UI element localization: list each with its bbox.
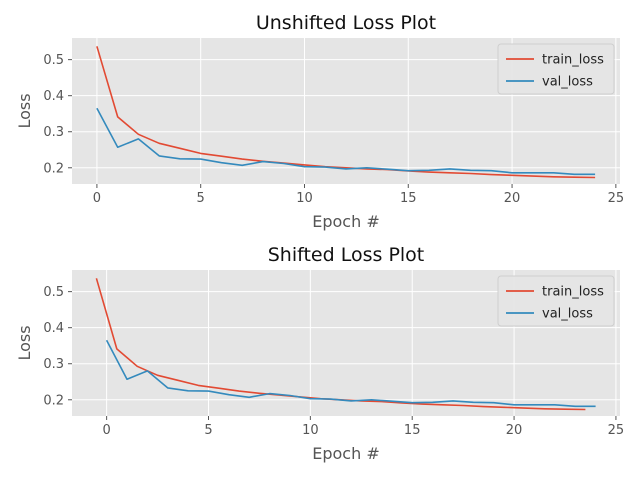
x-axis-label: Epoch # [312, 444, 379, 463]
x-tick-label: 20 [506, 423, 523, 438]
chart-title: Shifted Loss Plot [268, 244, 425, 266]
y-tick-label: 0.4 [43, 321, 64, 336]
y-tick-label: 0.4 [43, 89, 64, 104]
series-line-val-loss [96, 107, 596, 176]
legend-label-val-loss: val_loss [542, 307, 593, 322]
x-tick-label: 5 [197, 191, 205, 206]
y-tick-label: 0.3 [43, 125, 64, 140]
x-tick-label: 5 [204, 423, 212, 438]
y-axis-label: Loss [15, 325, 34, 360]
x-tick-label: 10 [296, 191, 313, 206]
x-tick-label: 0 [102, 423, 110, 438]
x-tick-label: 25 [608, 423, 625, 438]
legend: train_loss val_loss [497, 43, 615, 95]
y-tick-label: 0.3 [43, 357, 64, 372]
x-tick-label: 0 [93, 191, 101, 206]
x-tick-label: 15 [400, 191, 417, 206]
y-axis-label: Loss [15, 93, 34, 128]
y-tick-label: 0.2 [43, 393, 64, 408]
series-line-train-loss [96, 46, 596, 179]
x-tick-label: 15 [404, 423, 421, 438]
series-line-val-loss [105, 339, 596, 408]
legend-label-train-loss: train_loss [542, 285, 604, 300]
legend: train_loss val_loss [497, 275, 615, 327]
x-tick-label: 20 [504, 191, 521, 206]
y-tick-label: 0.5 [43, 53, 64, 68]
legend-label-val-loss: val_loss [542, 75, 593, 90]
y-tick-label: 0.2 [43, 161, 64, 176]
chart-1: 0 5 10 15 20 25 0.2 0.3 0.4 0.5 Unshifted Loss Plo… [15, 12, 624, 231]
x-tick-label: 10 [302, 423, 319, 438]
legend-label-train-loss: train_loss [542, 53, 604, 68]
y-tick-label: 0.5 [43, 285, 64, 300]
x-axis-label: Epoch # [312, 212, 379, 231]
chart-title: Unshifted Loss Plot [256, 12, 436, 34]
x-tick-label: 25 [608, 191, 625, 206]
chart-2: 0 5 10 15 20 25 0.2 0.3 0.4 0.5 Shifted Loss Plot E… [15, 244, 624, 463]
